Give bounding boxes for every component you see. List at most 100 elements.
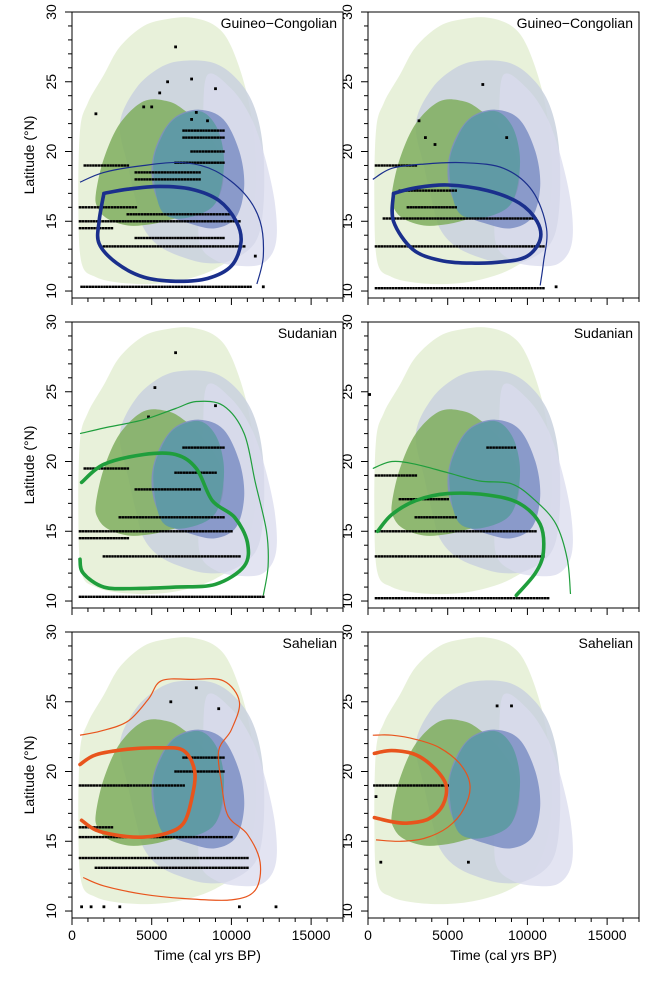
data-point bbox=[391, 530, 395, 533]
data-point bbox=[461, 555, 464, 558]
data-point bbox=[214, 404, 217, 408]
data-point bbox=[437, 597, 441, 600]
data-point bbox=[394, 217, 397, 220]
data-point bbox=[166, 220, 170, 223]
data-point bbox=[180, 555, 183, 558]
data-point bbox=[211, 471, 214, 474]
data-point bbox=[98, 530, 102, 533]
data-point bbox=[178, 213, 181, 216]
data-point bbox=[204, 213, 207, 216]
data-point bbox=[164, 220, 167, 223]
data-point bbox=[115, 467, 118, 470]
data-point bbox=[384, 784, 387, 787]
data-point bbox=[216, 161, 220, 164]
data-point bbox=[217, 856, 220, 860]
data-point bbox=[434, 530, 437, 533]
data-point bbox=[129, 220, 133, 223]
data-point bbox=[150, 530, 153, 533]
data-point bbox=[445, 189, 449, 192]
data-point bbox=[428, 530, 432, 533]
data-point bbox=[377, 555, 381, 558]
data-point bbox=[134, 236, 138, 240]
data-point bbox=[171, 856, 174, 860]
data-point bbox=[503, 597, 507, 600]
data-point bbox=[210, 530, 213, 533]
data-point bbox=[199, 245, 203, 248]
data-point bbox=[394, 597, 398, 600]
data-point bbox=[504, 245, 508, 248]
data-point bbox=[451, 189, 454, 192]
data-point bbox=[132, 213, 135, 216]
y-axis-label: Latitude (°N) bbox=[21, 116, 37, 195]
data-point bbox=[123, 784, 127, 787]
data-point bbox=[186, 866, 189, 869]
data-point bbox=[101, 835, 105, 839]
data-point bbox=[80, 285, 83, 288]
plot-area bbox=[372, 17, 573, 290]
data-point bbox=[199, 150, 202, 153]
data-point bbox=[469, 287, 473, 290]
data-point bbox=[484, 245, 487, 248]
data-point bbox=[238, 555, 241, 558]
data-point bbox=[174, 285, 178, 288]
data-point bbox=[78, 826, 82, 829]
data-point bbox=[198, 530, 202, 533]
data-point bbox=[154, 866, 158, 869]
data-point bbox=[412, 245, 415, 248]
data-point bbox=[145, 236, 149, 240]
data-point bbox=[405, 217, 409, 220]
data-point bbox=[199, 756, 202, 759]
data-point bbox=[374, 245, 378, 248]
data-point bbox=[256, 595, 259, 598]
data-point bbox=[474, 217, 477, 220]
data-point bbox=[223, 220, 227, 223]
data-point bbox=[125, 245, 129, 248]
data-point bbox=[206, 866, 209, 869]
data-point bbox=[531, 217, 534, 220]
data-point bbox=[454, 189, 457, 192]
data-point bbox=[420, 516, 423, 519]
data-point bbox=[234, 866, 238, 869]
data-point bbox=[110, 826, 114, 829]
data-point bbox=[115, 530, 119, 533]
data-point bbox=[81, 537, 85, 540]
data-point bbox=[100, 285, 103, 288]
y-tick-label: 15 bbox=[339, 833, 355, 849]
data-point bbox=[78, 227, 82, 230]
data-point bbox=[478, 245, 482, 248]
data-point bbox=[147, 530, 150, 533]
data-point bbox=[498, 446, 501, 449]
data-point bbox=[202, 245, 206, 248]
data-point bbox=[378, 784, 382, 787]
data-point bbox=[434, 597, 438, 600]
data-point bbox=[495, 287, 499, 290]
data-point bbox=[505, 136, 509, 139]
panel-4: Sudanian 10 15 20 25 30 bbox=[339, 314, 640, 615]
data-point bbox=[491, 530, 494, 533]
data-point bbox=[478, 287, 482, 290]
data-point bbox=[121, 595, 125, 598]
data-point bbox=[154, 171, 158, 174]
data-point bbox=[195, 530, 199, 533]
data-point bbox=[504, 555, 508, 558]
data-point bbox=[448, 206, 452, 209]
data-point bbox=[101, 826, 105, 829]
data-point bbox=[458, 287, 461, 290]
data-point bbox=[157, 555, 160, 558]
data-point bbox=[153, 516, 156, 519]
panel-2: Guineo−Congolian 10 15 20 25 30 bbox=[339, 4, 640, 305]
data-point bbox=[439, 189, 443, 192]
data-point bbox=[78, 537, 82, 540]
data-point bbox=[510, 287, 513, 290]
data-point bbox=[191, 236, 194, 240]
data-point bbox=[223, 856, 226, 860]
data-point bbox=[167, 784, 171, 787]
data-point bbox=[150, 516, 153, 519]
data-point bbox=[397, 530, 400, 533]
data-point bbox=[386, 555, 389, 558]
data-point bbox=[135, 530, 139, 533]
data-point bbox=[171, 236, 174, 240]
data-point bbox=[140, 178, 143, 181]
data-point bbox=[411, 530, 415, 533]
data-point bbox=[490, 245, 493, 248]
